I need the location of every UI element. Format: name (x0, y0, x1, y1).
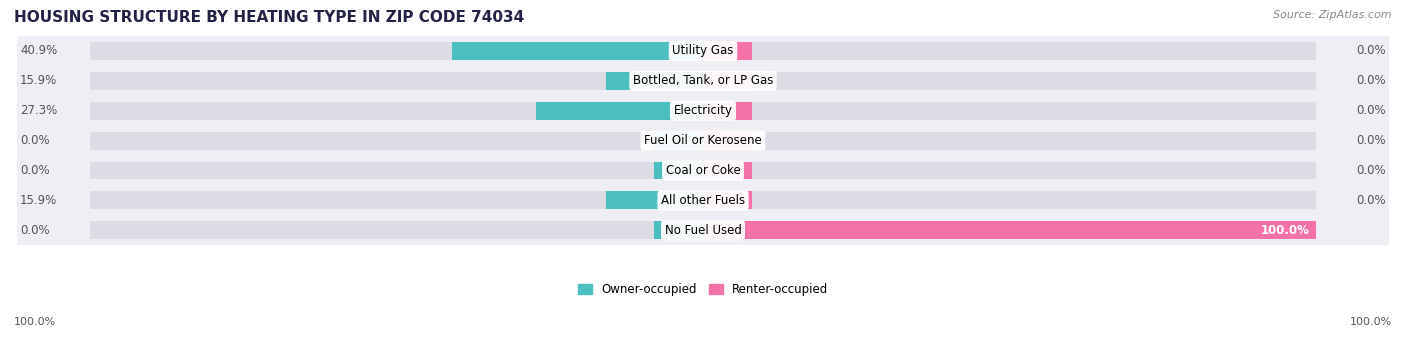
Bar (703, 191, 1316, 209)
Text: 0.0%: 0.0% (1357, 194, 1386, 207)
Bar (17, 36, 1389, 66)
Text: No Fuel Used: No Fuel Used (665, 224, 741, 237)
Bar (703, 42, 1316, 60)
Bar (654, 132, 703, 150)
Text: Source: ZipAtlas.com: Source: ZipAtlas.com (1274, 10, 1392, 20)
Bar (703, 191, 752, 209)
Bar (703, 102, 1316, 120)
Bar (703, 102, 752, 120)
Bar (606, 72, 703, 90)
Text: 40.9%: 40.9% (20, 44, 58, 58)
Text: HOUSING STRUCTURE BY HEATING TYPE IN ZIP CODE 74034: HOUSING STRUCTURE BY HEATING TYPE IN ZIP… (14, 10, 524, 25)
Text: 100.0%: 100.0% (1350, 317, 1392, 327)
Text: 100.0%: 100.0% (1261, 224, 1309, 237)
Bar (453, 42, 703, 60)
Text: Fuel Oil or Kerosene: Fuel Oil or Kerosene (644, 134, 762, 147)
Bar (90, 191, 703, 209)
Bar (17, 126, 1389, 155)
Text: 0.0%: 0.0% (20, 224, 49, 237)
Bar (17, 186, 1389, 215)
Text: Electricity: Electricity (673, 104, 733, 117)
Text: 0.0%: 0.0% (1357, 164, 1386, 177)
Bar (90, 162, 703, 179)
Text: 0.0%: 0.0% (1357, 74, 1386, 87)
Bar (703, 162, 752, 179)
Bar (90, 102, 703, 120)
Text: 0.0%: 0.0% (20, 134, 49, 147)
Bar (703, 221, 1316, 239)
Bar (703, 221, 1316, 239)
Bar (17, 215, 1389, 245)
Bar (606, 191, 703, 209)
Text: 100.0%: 100.0% (14, 317, 56, 327)
Text: 0.0%: 0.0% (1357, 104, 1386, 117)
Bar (17, 96, 1389, 126)
Bar (536, 102, 703, 120)
Bar (703, 162, 1316, 179)
Text: 27.3%: 27.3% (20, 104, 58, 117)
Text: 0.0%: 0.0% (20, 164, 49, 177)
Bar (703, 42, 752, 60)
Bar (703, 132, 1316, 150)
Bar (17, 66, 1389, 96)
Bar (90, 72, 703, 90)
Text: 15.9%: 15.9% (20, 194, 58, 207)
Bar (654, 221, 703, 239)
Bar (90, 42, 703, 60)
Bar (90, 221, 703, 239)
Text: 15.9%: 15.9% (20, 74, 58, 87)
Text: Bottled, Tank, or LP Gas: Bottled, Tank, or LP Gas (633, 74, 773, 87)
Bar (703, 132, 752, 150)
Text: 0.0%: 0.0% (1357, 134, 1386, 147)
Bar (90, 132, 703, 150)
Text: 0.0%: 0.0% (1357, 44, 1386, 58)
Bar (17, 155, 1389, 186)
Text: All other Fuels: All other Fuels (661, 194, 745, 207)
Text: Coal or Coke: Coal or Coke (665, 164, 741, 177)
Bar (703, 72, 752, 90)
Text: Utility Gas: Utility Gas (672, 44, 734, 58)
Bar (654, 162, 703, 179)
Legend: Owner-occupied, Renter-occupied: Owner-occupied, Renter-occupied (572, 278, 834, 300)
Bar (703, 72, 1316, 90)
